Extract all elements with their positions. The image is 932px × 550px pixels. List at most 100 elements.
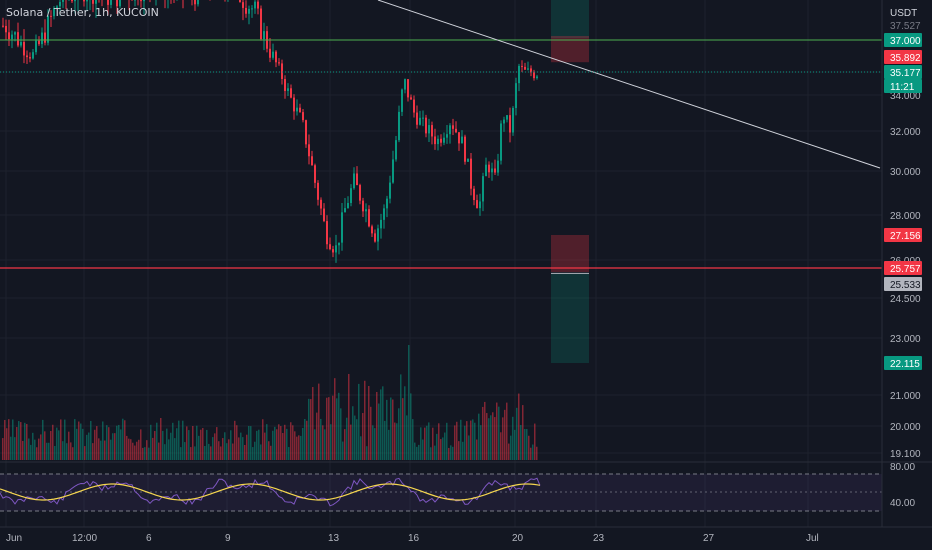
candle-body	[533, 72, 535, 79]
volume-bar	[146, 440, 148, 460]
volume-bar	[172, 422, 174, 460]
volume-bar	[262, 419, 264, 460]
time-tick-label: 13	[328, 533, 340, 544]
time-axis[interactable]: Jun 12:00 6 9 13 16 20 23 27 Jul	[0, 526, 932, 544]
volume-bar	[162, 430, 164, 460]
candle-body	[47, 15, 49, 43]
price-tick-label: 28.000	[890, 211, 921, 222]
candle-body	[119, 0, 121, 7]
candle-body	[410, 97, 412, 100]
candle-body	[491, 168, 493, 173]
volume-bar	[476, 439, 478, 460]
volume-bar	[18, 421, 20, 460]
candle-body	[140, 0, 142, 2]
volume-bar	[22, 440, 24, 460]
candle-body	[197, 0, 199, 5]
volume-bar	[342, 441, 344, 460]
volume-bar	[506, 402, 508, 460]
volume-bar	[258, 429, 260, 460]
volume-bar	[372, 425, 374, 460]
volume-bar	[200, 429, 202, 460]
candle-body	[56, 6, 58, 9]
candle-body	[71, 0, 73, 2]
candle-body	[536, 76, 538, 79]
candle-body	[500, 123, 502, 161]
candle-body	[281, 63, 283, 80]
volume-bar	[462, 441, 464, 460]
candle-body	[509, 115, 511, 133]
volume-bar	[472, 419, 474, 460]
candle-body	[17, 32, 19, 46]
volume-bar	[36, 447, 38, 460]
volume-bar	[186, 426, 188, 460]
symbol-title[interactable]: Solana / Tether, 1h, KUCOIN	[6, 6, 159, 19]
volume-bar	[532, 444, 534, 460]
volume-bar	[510, 435, 512, 460]
volume-bar	[358, 383, 360, 460]
volume-bar	[444, 432, 446, 460]
volume-bar	[126, 435, 128, 460]
volume-bar	[352, 406, 354, 460]
candle-body	[353, 173, 355, 189]
candle-body	[359, 185, 361, 201]
volume-bar	[8, 419, 10, 460]
candle-body	[245, 7, 247, 14]
candle-body	[515, 83, 517, 108]
candle-body	[86, 0, 88, 2]
price-badge-bg	[884, 50, 922, 64]
volume-bar	[412, 419, 414, 460]
candle-body	[488, 164, 490, 173]
rsi-ma-line	[0, 483, 541, 501]
price-badge: 35.177	[884, 65, 922, 79]
volume-bar	[134, 445, 136, 460]
volume-bar	[366, 446, 368, 460]
candle-body	[32, 52, 34, 59]
price-badge: 35.892	[884, 50, 922, 64]
candle-body	[332, 249, 334, 253]
volume-bar	[350, 424, 352, 460]
volume-bar	[32, 432, 34, 460]
volume-bar	[348, 373, 350, 460]
volume-bar	[2, 438, 4, 460]
candle-body	[11, 34, 13, 40]
volume-bar	[422, 439, 424, 460]
volume-bar	[330, 424, 332, 460]
candle-body	[527, 68, 529, 70]
volume-bar	[10, 436, 12, 460]
volume-bar	[242, 437, 244, 460]
candle-body	[23, 42, 25, 56]
candle-body	[419, 117, 421, 125]
candle-body	[83, 0, 85, 2]
volume-bar	[108, 427, 110, 460]
volume-bar	[268, 441, 270, 460]
candle-body	[257, 1, 259, 9]
volume-bar	[360, 436, 362, 460]
volume-bar	[130, 439, 132, 460]
volume-bar	[218, 441, 220, 460]
candle-body	[260, 8, 262, 40]
price-badge: 25.757	[884, 261, 922, 275]
candle-body	[386, 198, 388, 209]
volume-bar	[392, 399, 394, 460]
volume-bar	[128, 438, 130, 460]
volume-bar	[530, 447, 532, 460]
volume-bar	[302, 427, 304, 460]
volume-bar	[374, 428, 376, 460]
candle-body	[374, 233, 376, 242]
candle-body	[431, 125, 433, 137]
candle-body	[302, 112, 304, 121]
volume-bar	[356, 419, 358, 460]
volume-bar	[252, 447, 254, 460]
volume-bar	[256, 430, 258, 460]
price-badge-bg	[884, 277, 922, 291]
volume-bar	[344, 429, 346, 460]
volume-bar	[322, 425, 324, 460]
price-axis[interactable]: USDT37.52734.00032.00030.00028.00026.000…	[0, 0, 932, 527]
price-tick-label: 24.500	[890, 294, 921, 305]
volume-bar	[406, 415, 408, 460]
volume-bar	[180, 447, 182, 460]
price-badge: 25.533	[884, 277, 922, 291]
volume-bar	[106, 425, 108, 460]
time-tick-label: 20	[512, 533, 524, 544]
